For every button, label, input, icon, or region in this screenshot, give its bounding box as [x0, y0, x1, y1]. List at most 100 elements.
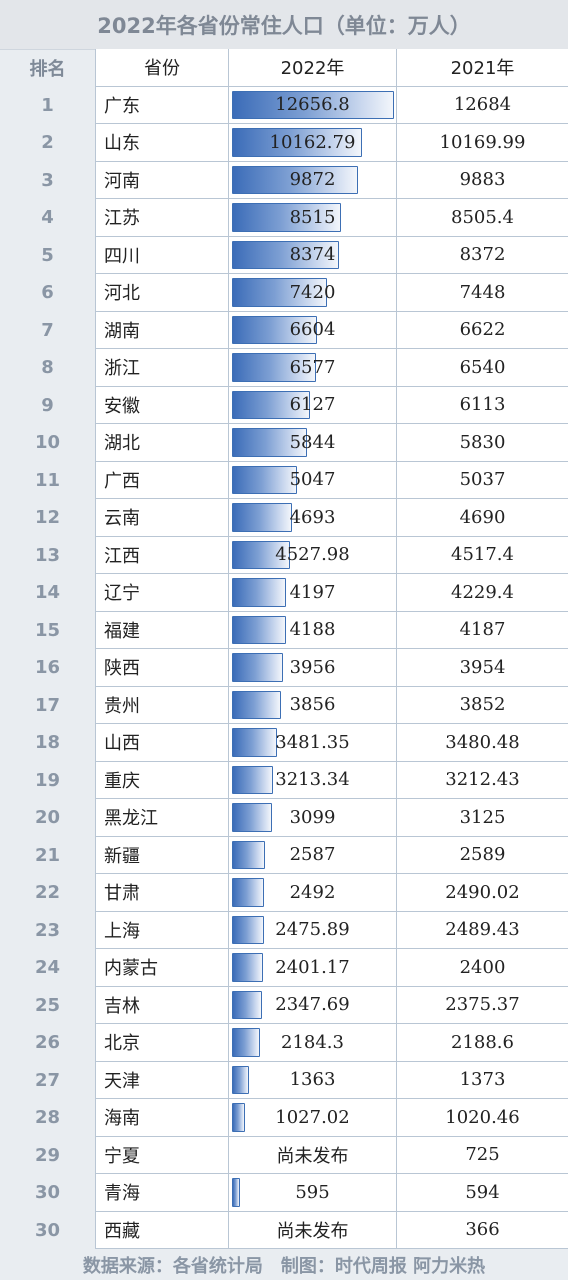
value-2022: 2475.89: [275, 919, 350, 941]
header-rank: 排名: [29, 58, 66, 80]
value-2021-cell: 366: [396, 1211, 568, 1249]
value-2022: 9872: [289, 169, 336, 191]
value-2021-cell: 2589: [396, 836, 568, 874]
rank-cell: 24: [34, 957, 61, 979]
province-cell: 湖北: [95, 424, 228, 462]
value-2022: 6604: [289, 319, 336, 341]
value-2022-cell: 3481.35: [228, 724, 396, 762]
value-2022: 3099: [289, 806, 336, 828]
population-bar: [232, 915, 264, 944]
population-bar: [232, 428, 307, 457]
value-2022-cell: 8515: [228, 199, 396, 237]
value-2022: 8374: [289, 244, 336, 266]
table-row: 18 山西 3481.35 3480.48: [0, 724, 568, 762]
value-2022: 尚未发布: [276, 1145, 349, 1167]
province-cell: 山西: [95, 724, 228, 762]
rank-cell: 28: [34, 1107, 61, 1129]
value-2022-cell: 2401.17: [228, 949, 396, 987]
value-2022: 2347.69: [275, 994, 350, 1016]
value-2022-cell: 2587: [228, 836, 396, 874]
province-cell: 甘肃: [95, 874, 228, 912]
population-bar: [232, 240, 340, 269]
population-bar: [232, 315, 317, 344]
value-2022-cell: 3956: [228, 649, 396, 687]
value-2022-cell: 1363: [228, 1061, 396, 1099]
value-2022: 4197: [289, 581, 336, 603]
population-bar: [232, 1028, 260, 1057]
value-2021-cell: 3212.43: [396, 761, 568, 799]
rank-cell: 18: [34, 732, 61, 754]
rank-cell: 23: [34, 919, 61, 941]
value-2021-cell: 8372: [396, 236, 568, 274]
population-bar: [232, 728, 277, 757]
header-2021: 2021年: [396, 49, 568, 87]
value-2022-cell: 8374: [228, 236, 396, 274]
table-row: 13 江西 4527.98 4517.4: [0, 536, 568, 574]
value-2022: 尚未发布: [276, 1220, 349, 1242]
value-2021-cell: 12684: [396, 86, 568, 124]
population-bar: [232, 390, 311, 419]
value-2022-cell: 2347.69: [228, 986, 396, 1024]
value-2022: 5844: [289, 431, 336, 453]
province-cell: 新疆: [95, 836, 228, 874]
value-2022: 2492: [289, 881, 336, 903]
value-2021-cell: 6113: [396, 386, 568, 424]
population-bar: [232, 615, 286, 644]
value-2022: 12656.8: [275, 94, 350, 116]
population-bar: [232, 128, 363, 157]
value-2022-cell: 3856: [228, 686, 396, 724]
province-cell: 安徽: [95, 386, 228, 424]
rank-cell: 30: [34, 1182, 61, 1204]
population-bar: [232, 1103, 246, 1132]
table-row: 26 北京 2184.3 2188.6: [0, 1024, 568, 1062]
value-2021-cell: 4517.4: [396, 536, 568, 574]
population-bar: [232, 1178, 240, 1207]
table-row: 23 上海 2475.89 2489.43: [0, 911, 568, 949]
value-2022: 2401.17: [275, 956, 350, 978]
value-2022: 1363: [289, 1069, 336, 1091]
rank-cell: 22: [34, 882, 61, 904]
province-cell: 宁夏: [95, 1136, 228, 1174]
value-2022-cell: 595: [228, 1174, 396, 1212]
value-2021-cell: 3852: [396, 686, 568, 724]
rank-cell: 7: [41, 319, 54, 341]
population-bar: [232, 90, 394, 119]
value-2021-cell: 10169.99: [396, 124, 568, 162]
value-2022: 4188: [289, 619, 336, 641]
value-2021-cell: 3954: [396, 649, 568, 687]
value-2022-cell: 10162.79: [228, 124, 396, 162]
province-cell: 福建: [95, 611, 228, 649]
rank-cell: 4: [41, 207, 54, 229]
value-2021-cell: 1373: [396, 1061, 568, 1099]
value-2022-cell: 4197: [228, 574, 396, 612]
value-2022: 595: [295, 1181, 330, 1203]
value-2021-cell: 4187: [396, 611, 568, 649]
value-2022-cell: 12656.8: [228, 86, 396, 124]
value-2021-cell: 2188.6: [396, 1024, 568, 1062]
province-cell: 贵州: [95, 686, 228, 724]
population-bar: [232, 690, 282, 719]
rank-cell: 5: [41, 244, 54, 266]
value-2021-cell: 2490.02: [396, 874, 568, 912]
rank-cell: 21: [34, 844, 61, 866]
province-cell: 重庆: [95, 761, 228, 799]
source-footer: 数据来源：各省统计局 制图：时代周报 阿力米热: [82, 1256, 486, 1277]
rank-cell: 9: [41, 394, 54, 416]
population-bar: [232, 165, 359, 194]
population-bar: [232, 540, 290, 569]
table-row: 27 天津 1363 1373: [0, 1061, 568, 1099]
value-2022: 3956: [289, 656, 336, 678]
value-2022-cell: 2475.89: [228, 911, 396, 949]
rank-cell: 20: [34, 807, 61, 829]
table-row: 2 山东 10162.79 10169.99: [0, 124, 568, 162]
value-2021-cell: 4229.4: [396, 574, 568, 612]
province-cell: 河北: [95, 274, 228, 312]
value-2022: 6577: [289, 356, 336, 378]
table-row: 11 广西 5047 5037: [0, 461, 568, 499]
table-row: 30 西藏 尚未发布 366: [0, 1211, 568, 1249]
value-2022-cell: 尚未发布: [228, 1211, 396, 1249]
value-2022: 2184.3: [281, 1031, 344, 1053]
province-cell: 湖南: [95, 311, 228, 349]
value-2022-cell: 6577: [228, 349, 396, 387]
value-2021-cell: 2375.37: [396, 986, 568, 1024]
